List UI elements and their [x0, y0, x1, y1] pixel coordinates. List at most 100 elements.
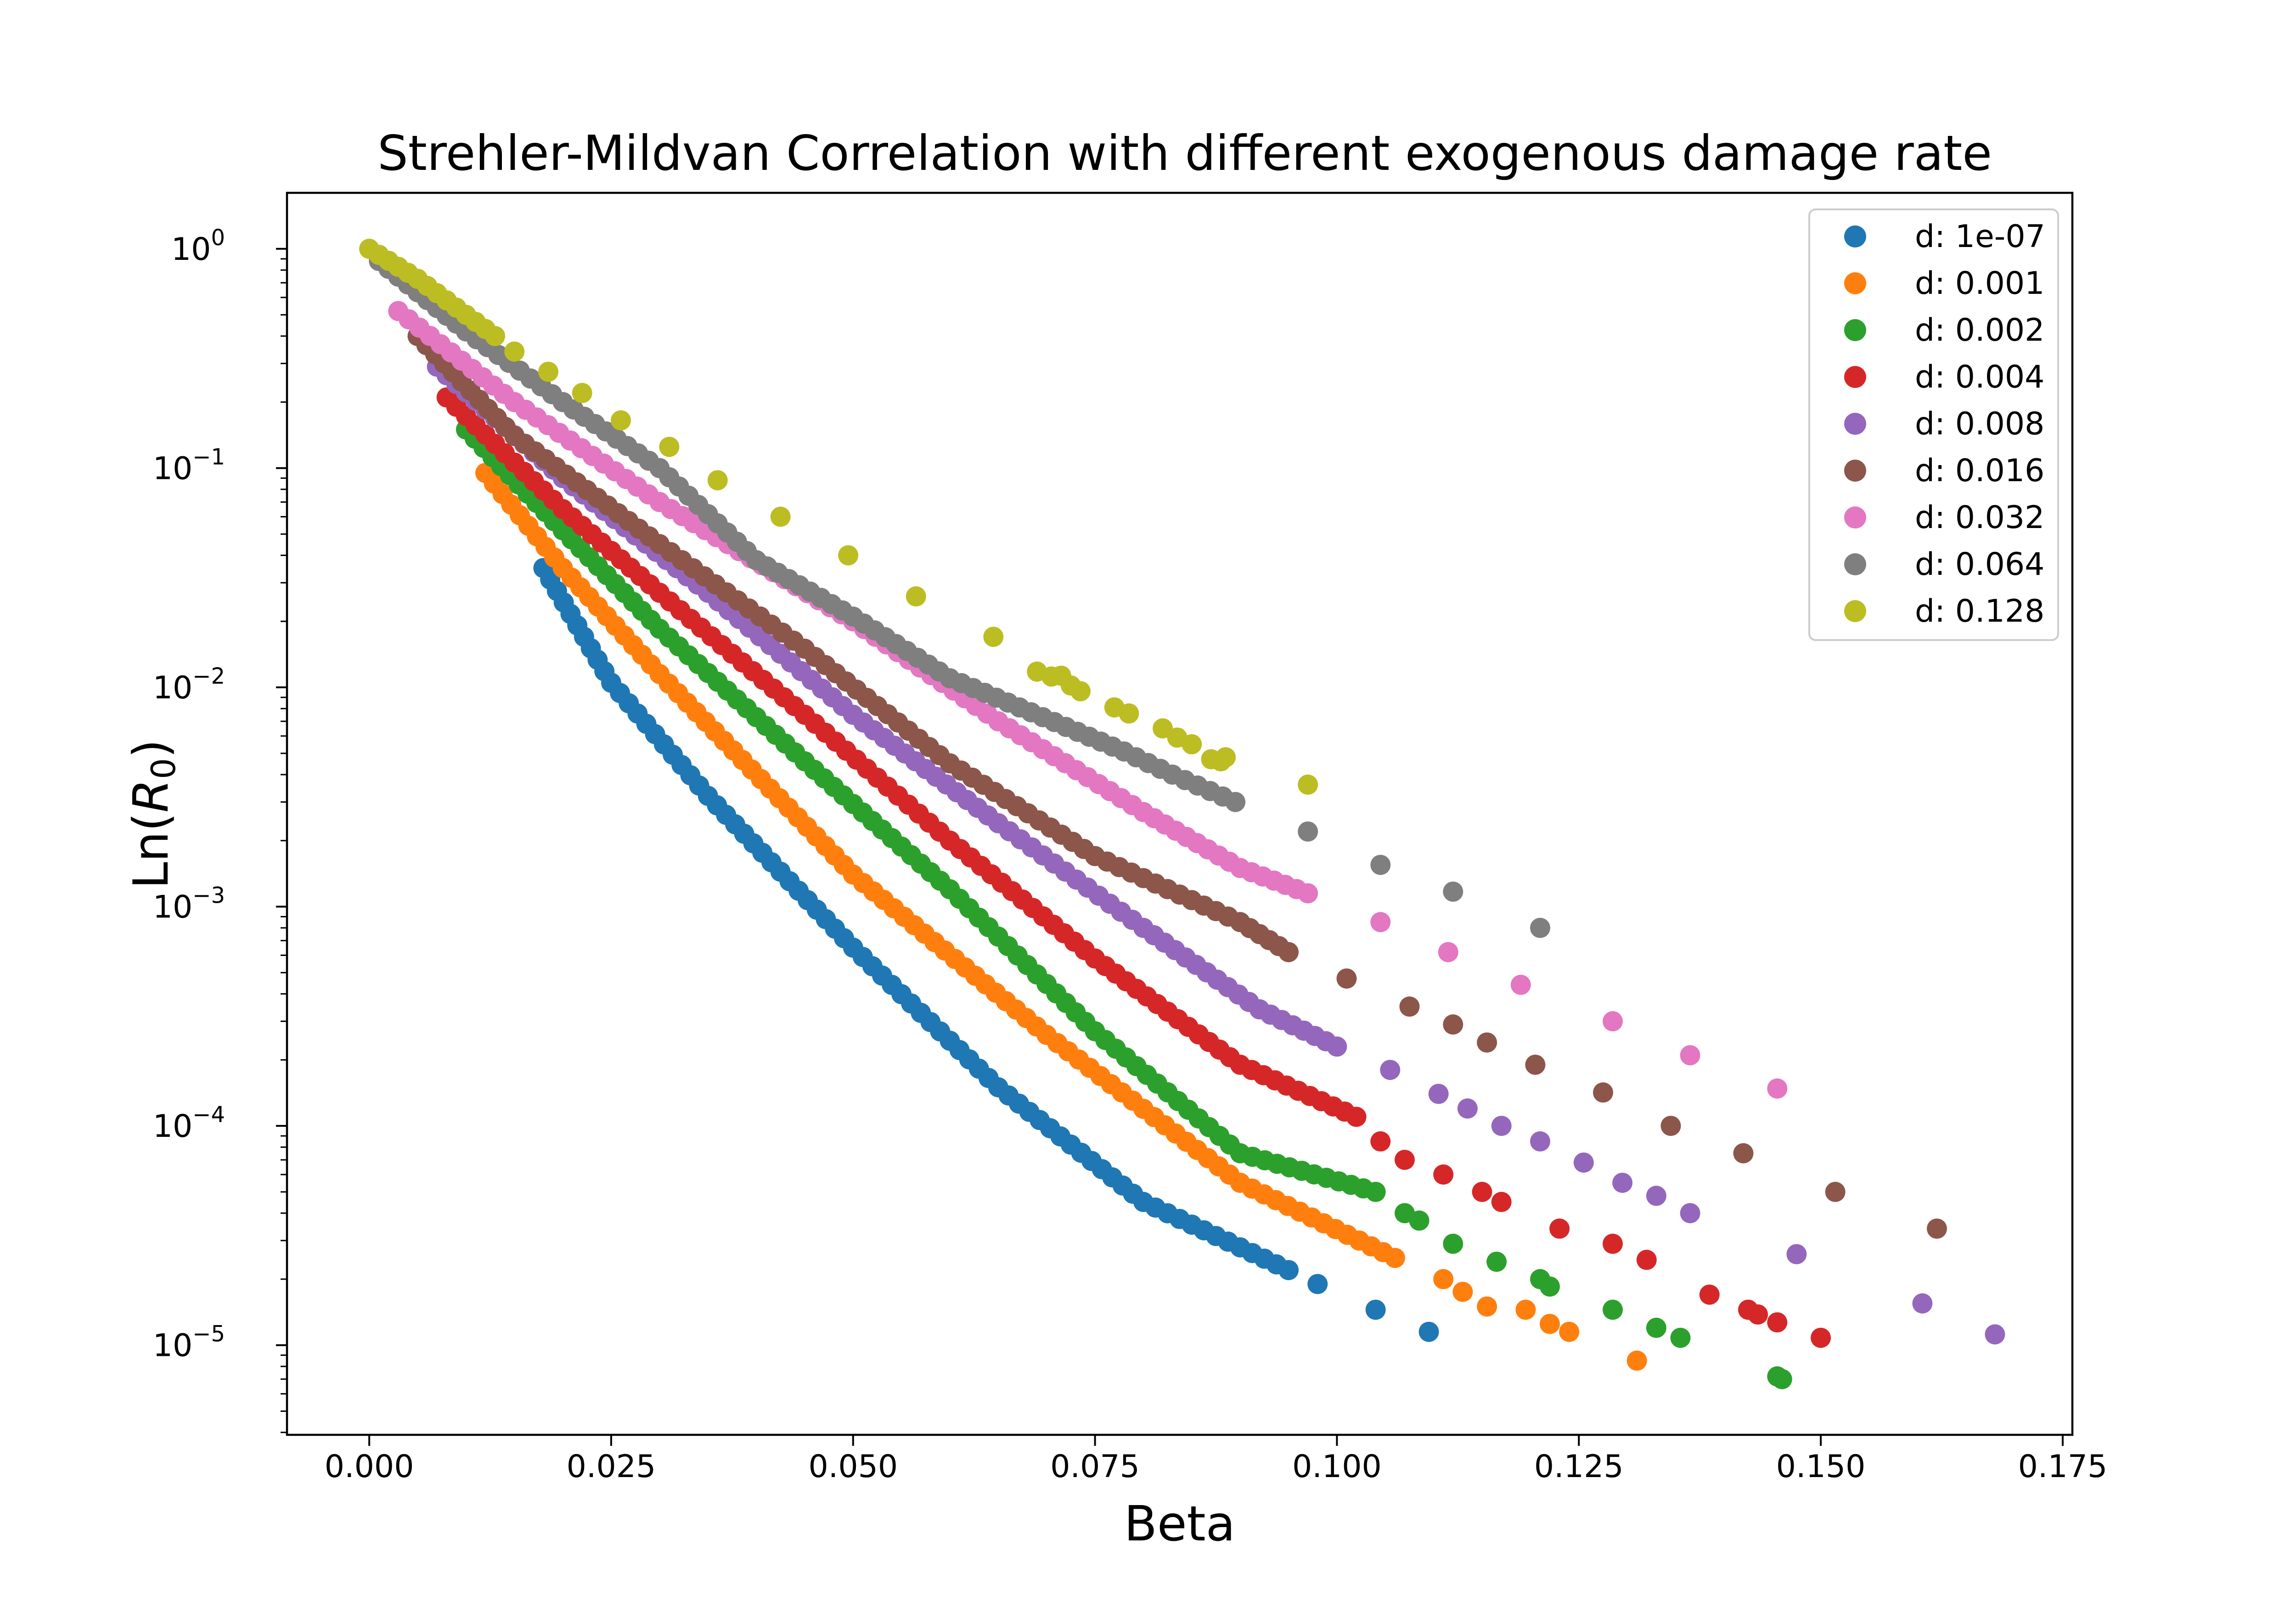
- data-point: [1327, 1036, 1347, 1057]
- data-point: [1699, 1284, 1720, 1305]
- legend-marker: [1844, 460, 1866, 482]
- legend-marker: [1844, 272, 1866, 294]
- data-point: [1540, 1276, 1560, 1297]
- data-point: [1748, 1304, 1768, 1325]
- y-axis-label: Ln(R0): [123, 739, 183, 889]
- legend: d: 1e-07 d: 0.001 d: 0.002 d: 0.004 d: 0.008…: [1808, 208, 2059, 641]
- data-point: [485, 326, 506, 346]
- legend-marker: [1844, 506, 1866, 528]
- data-point: [1380, 1060, 1401, 1080]
- data-point: [1767, 1078, 1788, 1099]
- data-point: [1298, 774, 1318, 795]
- legend-label: d: 1e-07: [1915, 219, 2045, 255]
- data-point: [1985, 1324, 2005, 1345]
- legend-label: d: 0.128: [1915, 593, 2044, 629]
- legend-marker: [1844, 225, 1866, 247]
- data-point: [572, 382, 592, 403]
- data-point: [1370, 912, 1391, 933]
- series-1: [533, 558, 1439, 1342]
- data-point: [1399, 996, 1420, 1017]
- data-point: [1370, 854, 1391, 875]
- data-point: [1660, 1116, 1681, 1136]
- data-point: [1452, 1281, 1473, 1302]
- data-point: [1472, 1181, 1492, 1202]
- x-tick-label: 0.025: [567, 1449, 656, 1485]
- series-7: [388, 301, 1788, 1099]
- series-9: [359, 238, 1318, 795]
- y-tick-label: 100: [171, 225, 225, 268]
- data-point: [1680, 1045, 1700, 1066]
- legend-box: [1808, 208, 2059, 641]
- legend-label: d: 0.002: [1915, 312, 2044, 348]
- data-point: [1530, 917, 1550, 938]
- series-8: [369, 251, 1550, 938]
- data-point: [1603, 1233, 1623, 1254]
- data-point: [1573, 1152, 1594, 1173]
- data-point: [1438, 942, 1458, 962]
- data-point: [1443, 1233, 1463, 1254]
- data-point: [1409, 1210, 1429, 1231]
- x-tick-label: 0.150: [1776, 1449, 1866, 1485]
- series-2: [475, 463, 1647, 1371]
- data-point: [659, 437, 680, 457]
- data-point: [1119, 703, 1139, 724]
- data-point: [1767, 1312, 1788, 1333]
- data-point: [1491, 1116, 1512, 1136]
- legend-label: d: 0.001: [1915, 265, 2044, 302]
- x-tick-label: 0.050: [808, 1449, 898, 1485]
- plot-frame: [286, 191, 2074, 1436]
- data-point: [1540, 1314, 1560, 1334]
- legend-label: d: 0.064: [1915, 546, 2044, 583]
- chart-title: Strehler-Mildvan Correlation with differ…: [377, 125, 1992, 181]
- legend-marker: [1844, 366, 1866, 388]
- legend-marker: [1844, 413, 1866, 435]
- data-point: [1225, 792, 1246, 812]
- data-point: [1680, 1203, 1700, 1224]
- y-axis-label-symbol: R: [123, 779, 179, 813]
- data-point: [1912, 1293, 1933, 1314]
- data-point: [1491, 1191, 1512, 1212]
- series-4: [436, 387, 1831, 1348]
- data-point: [1216, 747, 1236, 768]
- data-point: [1307, 1274, 1328, 1294]
- x-tick-label: 0.100: [1292, 1449, 1382, 1485]
- x-tick-label: 0.125: [1534, 1449, 1624, 1485]
- y-tick-label: 10−2: [153, 663, 225, 706]
- data-point: [1443, 1014, 1463, 1035]
- data-point: [1636, 1249, 1657, 1270]
- data-point: [1825, 1181, 1846, 1202]
- data-point: [1346, 1107, 1367, 1127]
- axes-layer: 0.000 0.025 0.050 0.075 0.100 0.125 0.150 0.175…: [153, 225, 2108, 1485]
- data-point: [1646, 1317, 1666, 1338]
- data-point: [1772, 1369, 1792, 1389]
- data-point: [838, 545, 859, 566]
- x-tick-label: 0.175: [2018, 1449, 2108, 1485]
- data-point: [1070, 681, 1091, 702]
- data-point: [1530, 1131, 1550, 1152]
- data-point: [1593, 1082, 1613, 1103]
- data-point: [1733, 1143, 1754, 1163]
- data-point: [1457, 1098, 1478, 1119]
- data-point: [1298, 883, 1318, 904]
- legend-label: d: 0.016: [1915, 453, 2044, 489]
- legend-marker: [1844, 600, 1866, 622]
- data-point: [1418, 1321, 1439, 1342]
- y-tick-label: 10−1: [153, 444, 225, 487]
- data-point: [1278, 1260, 1299, 1281]
- data-point: [1612, 1173, 1633, 1193]
- data-point: [906, 586, 926, 607]
- data-point: [1603, 1011, 1623, 1032]
- data-point: [1477, 1296, 1497, 1317]
- data-point: [1510, 974, 1531, 995]
- y-tick-label: 10−3: [153, 883, 225, 926]
- data-point: [1428, 1084, 1449, 1104]
- data-point: [1278, 942, 1299, 962]
- data-point: [1153, 718, 1173, 739]
- data-point: [983, 627, 1004, 647]
- data-point: [611, 410, 631, 431]
- data-point: [1603, 1299, 1623, 1320]
- data-point: [1927, 1218, 1947, 1239]
- data-point: [1525, 1055, 1546, 1075]
- data-point: [1395, 1150, 1415, 1170]
